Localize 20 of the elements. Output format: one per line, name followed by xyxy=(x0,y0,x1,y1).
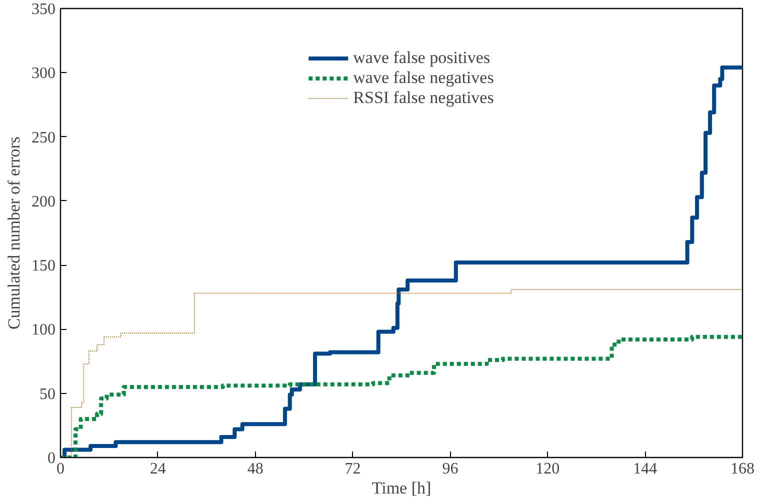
y-axis-title: Cumulated number of errors xyxy=(4,136,24,330)
y-tick-label: 300 xyxy=(32,65,56,82)
x-tick-label: 48 xyxy=(247,460,264,478)
x-tick-label: 24 xyxy=(150,460,166,478)
y-tick-label: 0 xyxy=(48,450,56,467)
y-tick-label: 50 xyxy=(40,386,56,403)
x-tick-label: 144 xyxy=(633,460,658,478)
y-tick-label: 150 xyxy=(32,258,56,275)
y-tick-label: 100 xyxy=(32,322,56,339)
y-tick-label: 200 xyxy=(32,193,56,210)
x-tick-label: 120 xyxy=(536,460,560,478)
x-tick-label: 168 xyxy=(730,460,754,478)
x-tick-label: 96 xyxy=(442,460,458,478)
legend-label: wave false positives xyxy=(353,48,490,68)
y-tick-label: 250 xyxy=(32,129,56,146)
y-tick-label: 350 xyxy=(32,1,56,18)
legend-label: wave false negatives xyxy=(353,68,494,88)
x-axis-title: Time [h] xyxy=(372,478,432,498)
legend-label: RSSI false negatives xyxy=(353,88,494,108)
x-tick-label: 72 xyxy=(344,460,361,478)
